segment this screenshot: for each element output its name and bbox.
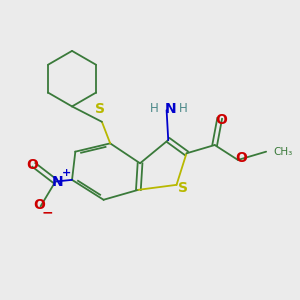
Text: H: H (150, 102, 159, 115)
Text: O: O (26, 158, 38, 172)
Text: O: O (235, 152, 247, 166)
Text: S: S (178, 181, 188, 195)
Text: H: H (178, 102, 188, 115)
Text: O: O (215, 113, 227, 127)
Text: N: N (164, 102, 176, 116)
Text: N: N (52, 175, 64, 188)
Text: +: + (62, 168, 71, 178)
Text: S: S (95, 102, 105, 116)
Text: −: − (41, 206, 53, 219)
Text: CH₃: CH₃ (274, 147, 293, 157)
Text: O: O (33, 198, 45, 212)
